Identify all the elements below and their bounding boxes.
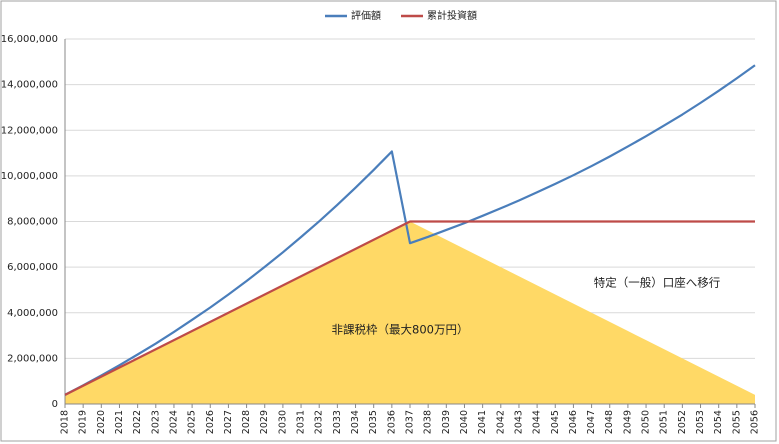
- x-tick-label: 2045: [550, 410, 561, 434]
- annotation: 特定（一般）口座へ移行: [594, 276, 721, 290]
- y-tick-label: 2,000,000: [7, 353, 58, 364]
- series-line: [64, 220, 755, 396]
- x-tick-label: 2037: [405, 410, 416, 434]
- x-tick-label: 2040: [459, 410, 470, 434]
- y-tick-label: 0: [52, 399, 58, 410]
- x-tick-label: 2020: [96, 410, 107, 434]
- y-tick-label: 8,000,000: [7, 217, 58, 228]
- area: [65, 221, 755, 404]
- x-tick-label: 2025: [187, 410, 198, 434]
- y-tick-label: 16,000,000: [1, 34, 58, 45]
- x-tick-label: 2049: [622, 410, 633, 434]
- x-tick-label: 2046: [568, 410, 579, 434]
- x-tick-label: 2039: [441, 410, 452, 434]
- x-tick-label: 2055: [731, 410, 742, 434]
- x-tick-label: 2044: [532, 410, 543, 434]
- legend-label: 累計投資額: [427, 9, 477, 22]
- x-tick-label: 2048: [604, 410, 615, 434]
- legend-label: 評価額: [351, 9, 381, 22]
- x-tick-label: 2027: [223, 410, 234, 434]
- x-tick-label: 2035: [368, 410, 379, 434]
- x-tick-label: 2029: [259, 410, 270, 434]
- y-tick-label: 10,000,000: [1, 171, 58, 182]
- series-line: [64, 64, 756, 396]
- annotation: 非課税枠（最大800万円）: [332, 323, 469, 337]
- x-tick-label: 2024: [168, 410, 179, 434]
- x-tick-label: 2043: [513, 410, 524, 434]
- x-tick-label: 2031: [296, 410, 307, 434]
- x-tick-label: 2052: [677, 410, 688, 434]
- x-tick-label: 2041: [477, 410, 488, 434]
- x-tick-label: 2051: [659, 410, 670, 434]
- x-tick-label: 2047: [586, 410, 597, 434]
- x-tick-label: 2042: [495, 410, 506, 434]
- y-tick-label: 6,000,000: [7, 262, 58, 273]
- x-tick-label: 2050: [641, 410, 652, 434]
- x-tick-label: 2036: [386, 410, 397, 434]
- x-tick-label: 2056: [750, 410, 761, 434]
- x-tick-label: 2028: [241, 410, 252, 434]
- x-tick-label: 2030: [277, 410, 288, 434]
- y-tick-label: 12,000,000: [1, 125, 58, 136]
- x-tick-label: 2032: [314, 410, 325, 434]
- x-tick-label: 2033: [332, 410, 343, 434]
- x-tick-label: 2022: [132, 410, 143, 434]
- y-tick-label: 4,000,000: [7, 308, 58, 319]
- y-tick-label: 14,000,000: [1, 80, 58, 91]
- x-tick-label: 2038: [423, 410, 434, 434]
- x-tick-label: 2021: [114, 410, 125, 434]
- x-tick-label: 2054: [713, 410, 724, 434]
- x-tick-label: 2053: [695, 410, 706, 434]
- x-tick-label: 2023: [150, 410, 161, 434]
- x-tick-label: 2019: [78, 410, 89, 434]
- x-tick-label: 2034: [350, 410, 361, 434]
- x-tick-label: 2026: [205, 410, 216, 434]
- x-tick-label: 2018: [60, 410, 71, 434]
